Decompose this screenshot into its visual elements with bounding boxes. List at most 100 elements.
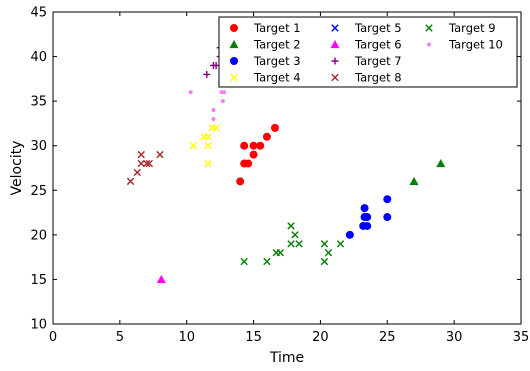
legend-marker xyxy=(427,42,431,47)
legend-label: Target 9 xyxy=(448,21,496,35)
legend-marker xyxy=(230,24,238,32)
legend-label: Target 2 xyxy=(253,38,301,52)
data-point xyxy=(263,257,271,266)
x-tick-label: 10 xyxy=(178,330,195,345)
y-tick-label: 40 xyxy=(30,50,47,65)
data-point xyxy=(320,257,329,266)
data-point xyxy=(212,124,220,132)
data-point xyxy=(156,274,166,284)
x-tick-label: 5 xyxy=(116,330,124,345)
data-point xyxy=(204,142,212,150)
legend-label: Target 5 xyxy=(354,21,402,35)
data-point xyxy=(240,141,249,150)
data-points xyxy=(126,44,446,284)
series-2 xyxy=(409,159,446,185)
data-point xyxy=(276,248,285,257)
legend-marker xyxy=(330,40,340,49)
legend-item: Target 6 xyxy=(330,38,402,52)
data-point xyxy=(436,159,446,168)
x-axis-label: Time xyxy=(269,350,304,366)
data-point xyxy=(287,222,295,230)
y-tick-label: 20 xyxy=(30,228,47,243)
data-point xyxy=(133,168,141,177)
data-point xyxy=(360,204,369,213)
series-1 xyxy=(236,123,279,186)
x-tick-label: 35 xyxy=(513,330,530,345)
data-point xyxy=(126,177,135,186)
data-point xyxy=(212,61,220,69)
legend-item: Target 7 xyxy=(331,54,402,68)
data-point xyxy=(363,213,372,222)
data-point xyxy=(236,177,245,186)
legend-marker xyxy=(425,24,433,32)
legend-marker xyxy=(229,40,239,49)
data-point xyxy=(137,159,145,168)
data-point xyxy=(287,240,295,248)
data-point xyxy=(142,159,151,168)
data-point xyxy=(249,141,258,150)
y-tick-label: 25 xyxy=(30,184,47,199)
legend: Target 1 Target 2 Target 3 Target 4 Target 5… xyxy=(218,16,518,88)
legend-label: Target 8 xyxy=(354,71,402,85)
series-8 xyxy=(126,150,164,186)
y-tick-label: 35 xyxy=(30,95,47,110)
legend-label: Target 7 xyxy=(354,54,402,68)
x-tick-label: 0 xyxy=(49,330,57,345)
legend-label: Target 1 xyxy=(253,21,301,35)
data-point xyxy=(204,133,212,141)
axis-ticks: 0 5 10 15 20 25 30 35 10 15 20 25 30 35 40 45 xyxy=(30,6,529,346)
x-tick-label: 20 xyxy=(312,330,329,345)
data-point xyxy=(295,240,303,248)
data-point xyxy=(220,99,225,104)
data-point xyxy=(204,159,212,168)
legend-label: Target 6 xyxy=(354,38,402,52)
legend-box xyxy=(218,16,518,88)
legend-item: Target 1 xyxy=(230,21,301,35)
legend-label: Target 10 xyxy=(448,38,503,52)
data-point xyxy=(270,123,279,132)
data-point xyxy=(222,90,227,95)
legend-marker xyxy=(331,24,339,32)
data-point xyxy=(324,248,333,257)
legend-label: Target 4 xyxy=(253,71,301,85)
data-point xyxy=(345,230,354,239)
legend-marker xyxy=(230,57,238,65)
legend-marker xyxy=(331,73,339,82)
data-point xyxy=(262,132,271,141)
data-point xyxy=(320,240,329,248)
legend-item: Target 5 xyxy=(331,21,402,35)
x-tick-label: 15 xyxy=(245,330,262,345)
data-point xyxy=(336,240,345,248)
series-4 xyxy=(189,124,220,168)
data-point xyxy=(256,141,265,150)
data-point xyxy=(203,70,211,78)
x-tick-label: 30 xyxy=(446,330,463,345)
series-9 xyxy=(240,222,345,266)
series-3 xyxy=(345,195,392,239)
y-tick-label: 10 xyxy=(30,318,47,333)
legend-item: Target 2 xyxy=(229,38,301,52)
data-point xyxy=(211,108,216,113)
plot-frame xyxy=(52,11,522,325)
data-point xyxy=(249,150,258,159)
data-point xyxy=(409,176,419,185)
legend-marker xyxy=(230,73,238,82)
data-point xyxy=(383,213,392,222)
data-point xyxy=(145,159,153,168)
data-point xyxy=(240,257,248,266)
legend-item: Target 8 xyxy=(331,71,402,85)
data-point xyxy=(211,116,216,121)
y-tick-label: 30 xyxy=(30,139,47,154)
data-point xyxy=(291,231,299,239)
legend-marker xyxy=(331,57,339,65)
data-point xyxy=(383,195,392,204)
y-tick-label: 15 xyxy=(30,273,47,288)
legend-item: Target 10 xyxy=(427,38,503,52)
data-point xyxy=(363,221,372,230)
x-tick-label: 25 xyxy=(379,330,396,345)
data-point xyxy=(137,150,145,159)
data-point xyxy=(189,142,198,150)
y-tick-label: 45 xyxy=(30,6,47,21)
data-point xyxy=(244,159,253,168)
